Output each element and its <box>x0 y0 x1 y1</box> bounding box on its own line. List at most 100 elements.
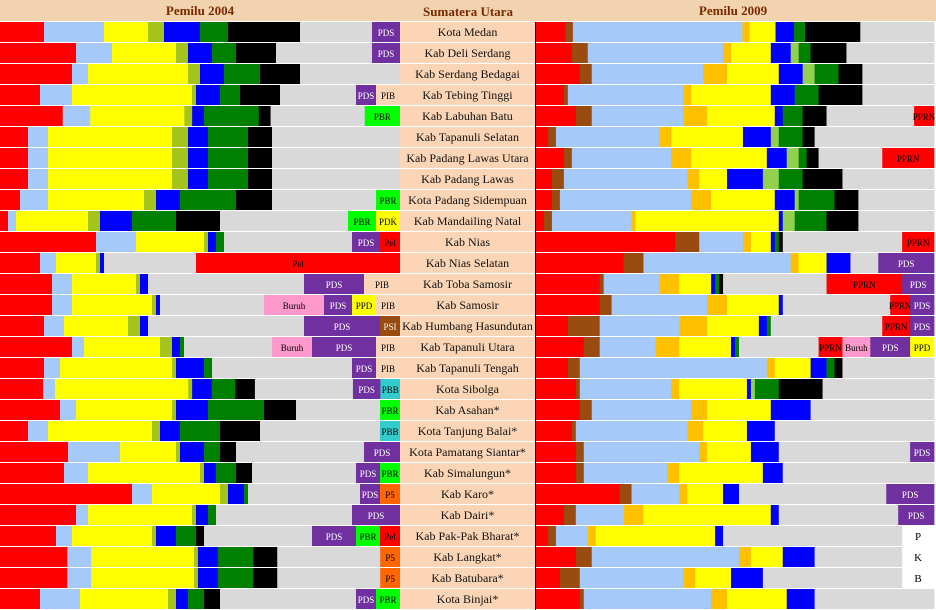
bar-segment-2009-kab-nias-yellow <box>750 232 772 252</box>
bar-segment-2009-kab-padang-lawas-utara-green <box>798 148 808 168</box>
region-label-cell <box>400 568 535 588</box>
bar-segment-2004-kab-serdang-bedagai-gray <box>300 64 401 84</box>
bar-segment-2009-kab-samosir-brown <box>599 295 613 315</box>
segment-label-2004-kab-nias-pds: PDS <box>358 238 375 248</box>
bar-segment-2004-kota-sibolga-red <box>0 379 44 399</box>
bar-segment-2004-kab-deli-serdang-olive <box>176 43 189 63</box>
segment-label-2004-kab-asahan-pbr: PBR <box>381 406 398 416</box>
bar-segment-2009-kab-samosir-lightblue <box>611 295 708 315</box>
bar-segment-2004-kab-nias-selatan-pel <box>196 253 401 273</box>
bar-segment-2009-kab-serdang-bedagai-lightblue <box>591 64 704 84</box>
bar-segment-2004-kab-mandailing-natal-pbr <box>348 211 377 231</box>
bar-segment-2004-kab-nias-pel <box>380 232 401 252</box>
bar-segment-2004-kab-pak-pak-bharat-lightblue <box>56 526 73 546</box>
region-label: Kab Langkat* <box>433 550 501 564</box>
bar-segment-2004-kab-mandailing-natal-gray <box>220 211 349 231</box>
segment-label-2004-kab-toba-samosir-pds: PDS <box>326 280 343 290</box>
bar-segment-2004-kab-serdang-bedagai-green <box>224 64 261 84</box>
bar-segment-2004-kab-batubara-lightblue <box>67 568 92 588</box>
bar-segment-2009-kota-medan-black <box>805 22 861 42</box>
segment-label-2004-kab-samosir-pib: PIB <box>381 301 395 311</box>
bar-segment-2009-kab-serdang-bedagai-green <box>814 64 839 84</box>
bar-segment-2004-kab-tebing-tinggi-pds <box>356 85 377 105</box>
header-background <box>0 0 936 21</box>
segment-label-2004-kab-tebing-tinggi-pib: PIB <box>381 91 395 101</box>
bar-segment-2009-kab-labuhan-batu-blue <box>774 106 784 126</box>
segment-label-2009-kab-samosir-pds: PDS <box>914 301 931 311</box>
bar-segment-2004-kab-deli-serdang-green <box>212 43 237 63</box>
bar-segment-2009-kota-padang-sidempuan-lightgreen <box>794 190 800 210</box>
bar-segment-2004-kota-medan-blue <box>164 22 201 42</box>
region-label: Kota Binjai* <box>437 592 499 606</box>
region-label: Kab Toba Samosir <box>423 277 512 291</box>
bar-segment-2004-kab-serdang-bedagai-blue <box>200 64 225 84</box>
bar-segment-2009-kab-labuhan-batu-red <box>536 106 577 126</box>
bar-segment-2004-kota-sibolga-green <box>211 379 236 399</box>
bar-segment-2004-kab-tapanuli-utara-buruh <box>272 337 313 357</box>
region-label-cell <box>400 589 535 609</box>
bar-segment-2004-kab-pak-pak-bharat-pel <box>380 526 401 546</box>
bar-segment-2004-kab-dairi-green <box>208 505 217 525</box>
bar-segment-2004-kota-medan-gray <box>300 22 373 42</box>
bar-segment-2009-kab-toba-samosir-red <box>536 274 601 294</box>
bar-segment-2004-kab-padang-lawas-yellow <box>48 169 173 189</box>
bar-segment-2009-kab-humbang-hasundutan-orange <box>679 316 708 336</box>
bar-segment-2004-kota-binjai-blue <box>176 589 189 609</box>
bar-segment-2004-kab-deli-serdang-pds <box>372 43 401 63</box>
bar-segment-2004-kab-tebing-tinggi-pib <box>376 85 401 105</box>
bar-segment-2009-kab-humbang-hasundutan-red <box>536 316 569 336</box>
bar-segment-2009-kab-padang-lawas-gray <box>842 169 935 189</box>
bar-segment-2004-kab-labuhan-batu-olive <box>184 106 193 126</box>
bar-segment-2004-kab-deli-serdang-black <box>236 43 277 63</box>
bar-segment-2004-kab-tapanuli-utara-red <box>0 337 73 357</box>
region-label-cell <box>400 295 535 315</box>
bar-segment-2009-kab-humbang-hasundutan-green <box>766 316 772 336</box>
bar-segment-2004-kab-batubara-olive <box>194 568 199 588</box>
bar-segment-2009-kab-karo-gray <box>738 484 887 504</box>
bar-segment-2004-kab-nias-selatan-gray <box>104 253 197 273</box>
bar-segment-2009-kota-sibolga-brown <box>575 379 581 399</box>
bar-segment-2009-kab-deli-serdang-brown <box>571 43 589 63</box>
bar-segment-2009-kab-tapanuli-selatan-orange <box>659 127 672 147</box>
region-label-cell <box>400 106 535 126</box>
segment-label-2009-kab-toba-samosir-pds: PDS <box>910 280 927 290</box>
bar-segment-2004-kab-samosir-blue <box>156 295 161 315</box>
bar-segment-2009-kab-tebing-tinggi-green <box>794 85 819 105</box>
segment-label-2009-kab-samosir-pprn: PPRN <box>889 301 912 311</box>
bar-segment-2009-kota-pamatang-siantar-pds <box>910 442 935 462</box>
bar-segment-2009-kab-deli-serdang-orange <box>723 43 732 63</box>
bar-segment-2004-kab-deli-serdang-red <box>0 43 77 63</box>
bar-segment-2004-kab-simalungun-red <box>0 463 65 483</box>
bar-segment-2009-kab-tapanuli-tengah-orange <box>766 358 776 378</box>
bar-segment-2004-kab-serdang-bedagai-red <box>0 64 73 84</box>
bar-segment-2009-kab-simalungun-blue <box>762 463 784 483</box>
region-label-cell <box>400 337 535 357</box>
bar-segment-2004-kab-asahan-olive <box>172 400 177 420</box>
bar-segment-2009-kab-tapanuli-utara-brown <box>583 337 601 357</box>
bar-segment-2004-kab-karo-red <box>0 484 133 504</box>
bar-segment-2009-kab-dairi-brown <box>563 505 577 525</box>
bar-segment-2004-kab-langkat-olive <box>194 547 199 567</box>
bar-segment-2004-kota-binjai-red <box>0 589 41 609</box>
region-label-cell <box>400 274 535 294</box>
region-label-cell <box>400 442 535 462</box>
bar-segment-2004-kab-nias-selatan-lightblue <box>40 253 57 273</box>
bar-segment-2009-kab-serdang-bedagai-gray <box>862 64 935 84</box>
bar-segment-2009-kab-labuhan-batu-black <box>802 106 827 126</box>
bar-segment-2004-kota-binjai-green <box>188 589 205 609</box>
bar-segment-2009-kab-batubara-orange <box>683 568 696 588</box>
segment-label-2004-kab-tebing-tinggi-pds: PDS <box>358 91 375 101</box>
bar-segment-2009-kab-serdang-bedagai-lightgreen <box>802 64 815 84</box>
bar-segment-2009-kota-sibolga-yellow <box>679 379 748 399</box>
bar-segment-2009-kab-mandailing-natal-red <box>536 211 545 231</box>
bar-segment-2004-kota-binjai-olive <box>168 589 177 609</box>
bar-segment-2004-kab-karo-blue <box>228 484 245 504</box>
bar-segment-2004-kab-padang-lawas-utara-lightblue <box>28 148 49 168</box>
segment-label-2004-kab-batubara-p5: P5 <box>385 574 395 584</box>
bar-segment-2004-kab-samosir-buruh <box>264 295 325 315</box>
bar-segment-2004-kab-nias-red <box>0 232 97 252</box>
bar-segment-2009-kab-padang-lawas-green <box>778 169 804 189</box>
bar-segment-2009-kab-nias-selatan-gray <box>850 253 879 273</box>
bar-segment-2004-kab-serdang-bedagai-yellow <box>88 64 189 84</box>
bar-segment-2009-kota-tanjung-balai-orange <box>687 421 704 441</box>
